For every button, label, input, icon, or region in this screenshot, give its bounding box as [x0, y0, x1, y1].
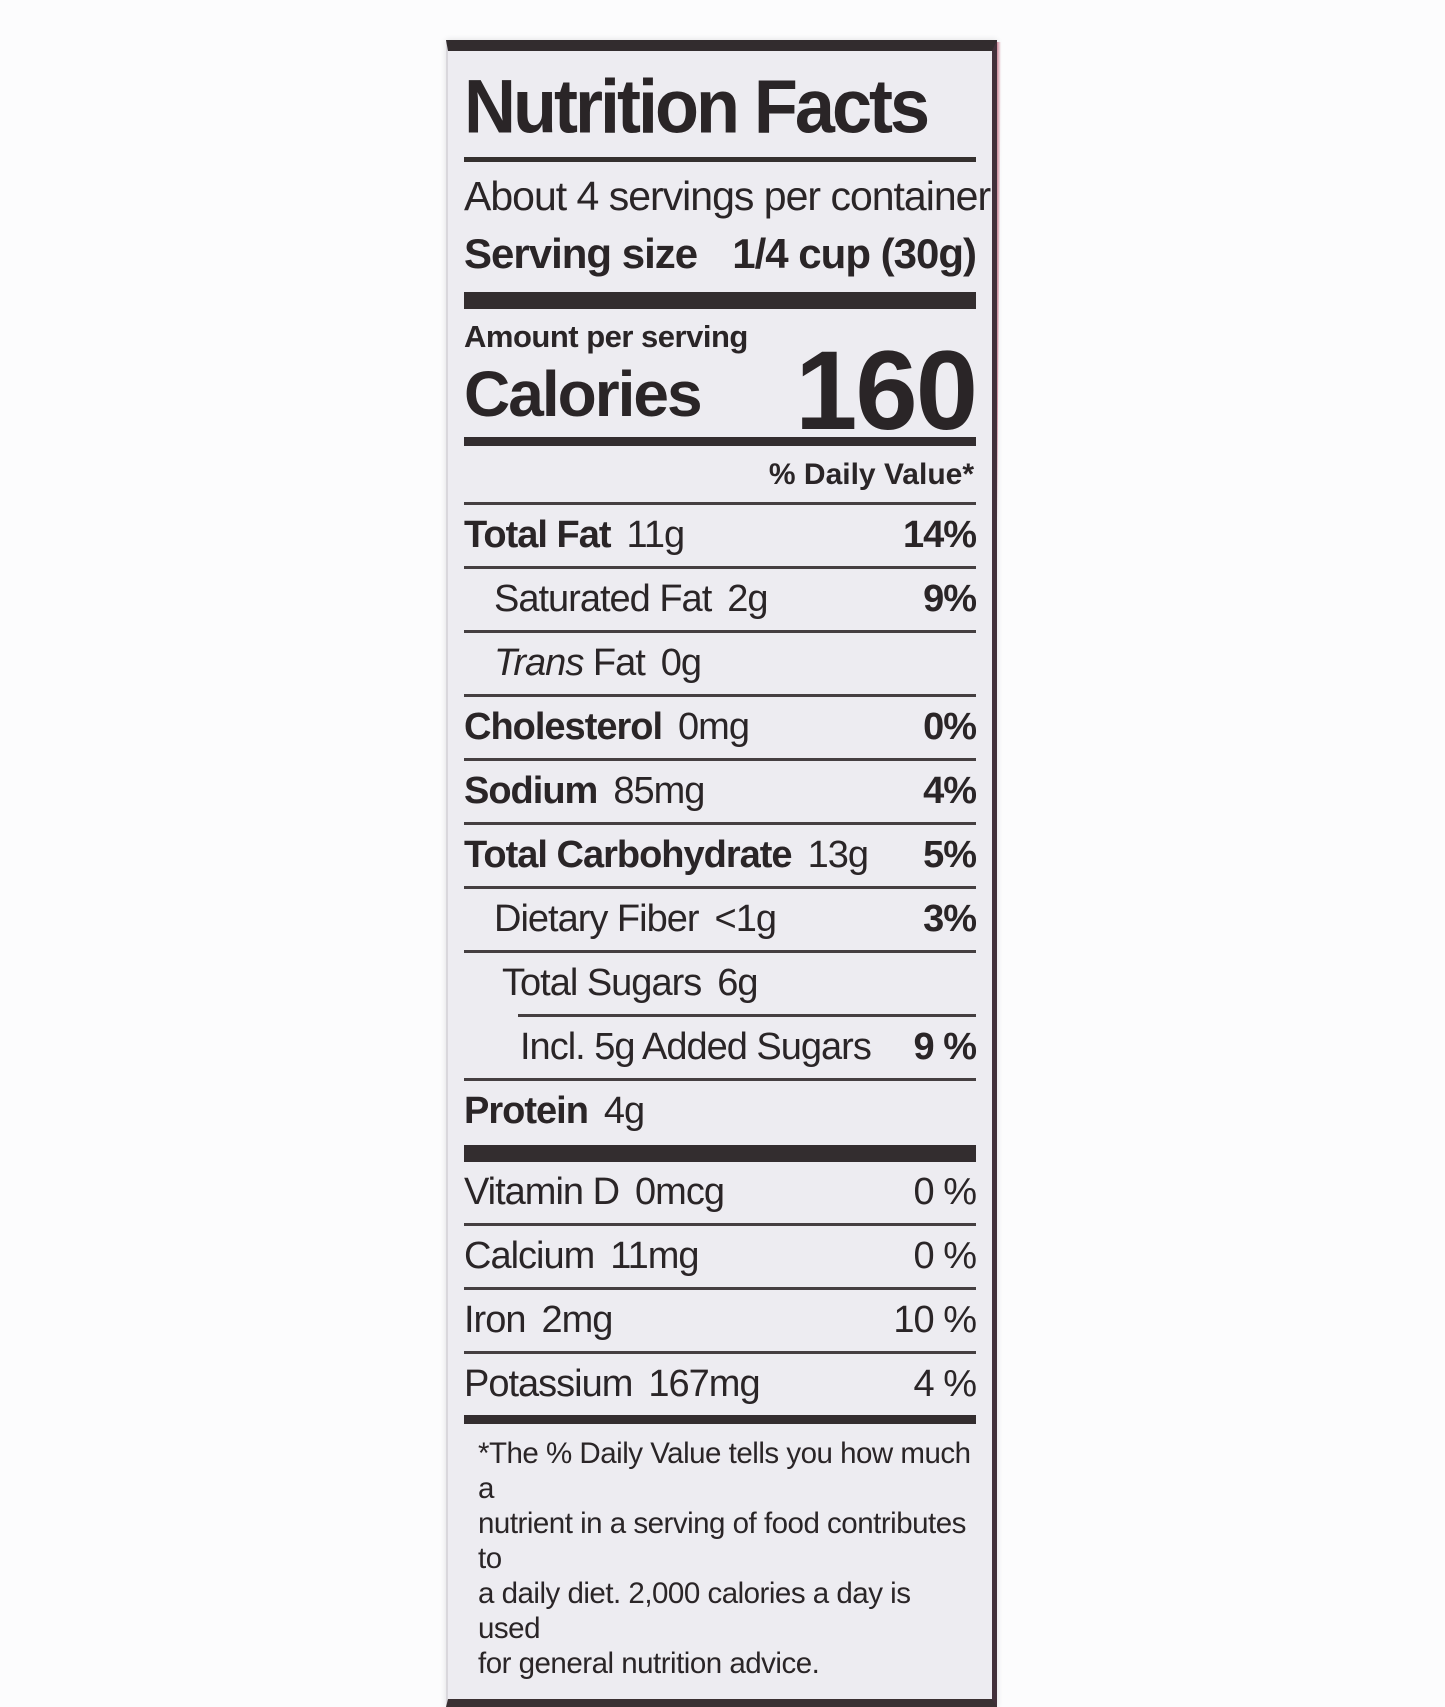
rule: [464, 886, 976, 889]
micronutrient-row-calcium: Calcium 11mg 0 %: [464, 1226, 977, 1287]
serving-size-label: Serving size: [464, 230, 698, 277]
nutrient-row-protein: Protein 4g: [464, 1081, 976, 1145]
nutrient-dv: 3%: [923, 898, 977, 940]
nutrient-amount: 4g: [603, 1090, 645, 1132]
nutrient-name-italic: Trans: [494, 642, 584, 684]
rule: [464, 1078, 976, 1081]
nutrient-row-cholesterol: Cholesterol 0mg 0%: [464, 697, 977, 758]
label-title: Nutrition Facts: [464, 64, 930, 150]
micronutrient-dv: 0 %: [913, 1235, 977, 1277]
nutrient-name: Protein: [464, 1090, 589, 1132]
nutrient-amount: 13g: [807, 834, 869, 876]
nutrient-dv: 5%: [923, 834, 977, 876]
rule: [464, 694, 976, 697]
nutrient-name: Saturated Fat: [494, 578, 712, 620]
rule: [464, 630, 976, 633]
nutrient-dv: 9%: [923, 578, 977, 620]
nutrition-facts-label: Nutrition Facts About 4 servings per con…: [446, 40, 997, 1707]
nutrient-name: Total Fat: [464, 514, 612, 556]
nutrient-dv: 4%: [923, 770, 977, 812]
rule: [464, 566, 976, 569]
rule: [464, 1287, 976, 1290]
daily-value-header: % Daily Value*: [768, 458, 974, 491]
serving-size-row: Serving size 1/4 cup (30g): [464, 222, 977, 292]
footnote-line: a daily diet. 2,000 calories a day is us…: [478, 1577, 911, 1645]
rule: [464, 758, 976, 761]
micronutrient-name: Iron: [464, 1299, 526, 1341]
footnote-line: nutrient in a serving of food contribute…: [478, 1507, 966, 1575]
photo-of-nutrition-label: { "colors":{ "label_background":"#edecf1…: [446, 40, 1001, 1707]
nutrient-amount: 85mg: [613, 770, 705, 812]
nutrient-amount: 11g: [626, 514, 686, 556]
nutrient-row-sodium: Sodium 85mg 4%: [464, 761, 977, 822]
nutrient-dv: 9 %: [913, 1026, 977, 1068]
micronutrient-dv: 10 %: [893, 1299, 977, 1341]
separator-bar-thick: [464, 292, 976, 309]
nutrient-name: Sodium: [464, 770, 598, 812]
amount-per-serving-label: Amount per serving: [464, 319, 748, 354]
nutrient-row-total-fat: Total Fat 11g 14%: [464, 505, 977, 566]
rule: [464, 1223, 976, 1226]
nutrient-row-saturated-fat: Saturated Fat 2g 9%: [464, 569, 977, 630]
micronutrient-row-iron: Iron 2mg 10 %: [464, 1290, 977, 1351]
separator-bar-thick: [464, 1145, 976, 1162]
servings-per-container: About 4 servings per container: [464, 173, 991, 219]
footnote-line: *The % Daily Value tells you how much a: [478, 1437, 971, 1505]
nutrient-dv: 14%: [902, 514, 977, 556]
rule: [464, 822, 976, 825]
nutrient-name: Cholesterol: [464, 706, 663, 748]
nutrient-dv: 0%: [923, 706, 977, 748]
nutrient-name: Incl. 5g Added Sugars: [520, 1026, 872, 1068]
micronutrient-amount: 0mcg: [635, 1171, 725, 1213]
micronutrient-row-potassium: Potassium 167mg 4 %: [464, 1354, 977, 1415]
rule: [464, 502, 976, 505]
micronutrient-name: Potassium: [464, 1363, 633, 1405]
nutrient-name: Dietary Fiber: [494, 898, 699, 940]
rule-inset: [518, 1014, 976, 1017]
micronutrient-amount: 167mg: [648, 1363, 760, 1405]
micronutrient-amount: 11mg: [610, 1235, 699, 1277]
micronutrient-amount: 2mg: [541, 1299, 613, 1341]
title-rule: [464, 157, 976, 162]
nutrient-amount: <1g: [714, 898, 777, 940]
separator-bar-medium: [464, 437, 976, 446]
serving-size-value: 1/4 cup (30g): [732, 230, 977, 277]
calories-block: Amount per serving Calories 160: [464, 309, 978, 454]
nutrient-row-total-sugars: Total Sugars 6g: [464, 953, 976, 1014]
micronutrient-dv: 0 %: [913, 1171, 977, 1213]
rule: [464, 1351, 976, 1354]
micronutrient-dv: 4 %: [913, 1363, 977, 1405]
calories-value: 160: [795, 328, 978, 454]
nutrient-amount: 2g: [727, 578, 768, 620]
micronutrient-row-vitamin-d: Vitamin D 0mcg 0 %: [464, 1162, 977, 1223]
nutrient-amount: 6g: [717, 962, 758, 1004]
footnote-line: for general nutrition advice.: [478, 1647, 820, 1680]
rule: [464, 950, 976, 953]
micronutrient-name: Vitamin D: [464, 1171, 620, 1213]
separator-bar-medium: [464, 1415, 976, 1424]
nutrient-name: Total Carbohydrate: [464, 834, 793, 876]
nutrient-amount: 0mg: [678, 706, 750, 748]
nutrient-amount: 0g: [660, 642, 702, 684]
nutrient-row-dietary-fiber: Dietary Fiber <1g 3%: [464, 889, 977, 950]
calories-label: Calories: [464, 358, 703, 430]
nutrient-row-total-carbohydrate: Total Carbohydrate 13g 5%: [464, 825, 977, 886]
nutrient-row-added-sugars: Incl. 5g Added Sugars 9 %: [464, 1017, 977, 1078]
micronutrient-name: Calcium: [464, 1235, 595, 1277]
nutrient-name: Fat: [583, 642, 646, 684]
nutrient-row-trans-fat: Trans Fat 0g: [464, 633, 976, 694]
daily-value-footnote: *The % Daily Value tells you how much a …: [464, 1424, 976, 1685]
nutrient-name: Total Sugars: [502, 962, 702, 1004]
